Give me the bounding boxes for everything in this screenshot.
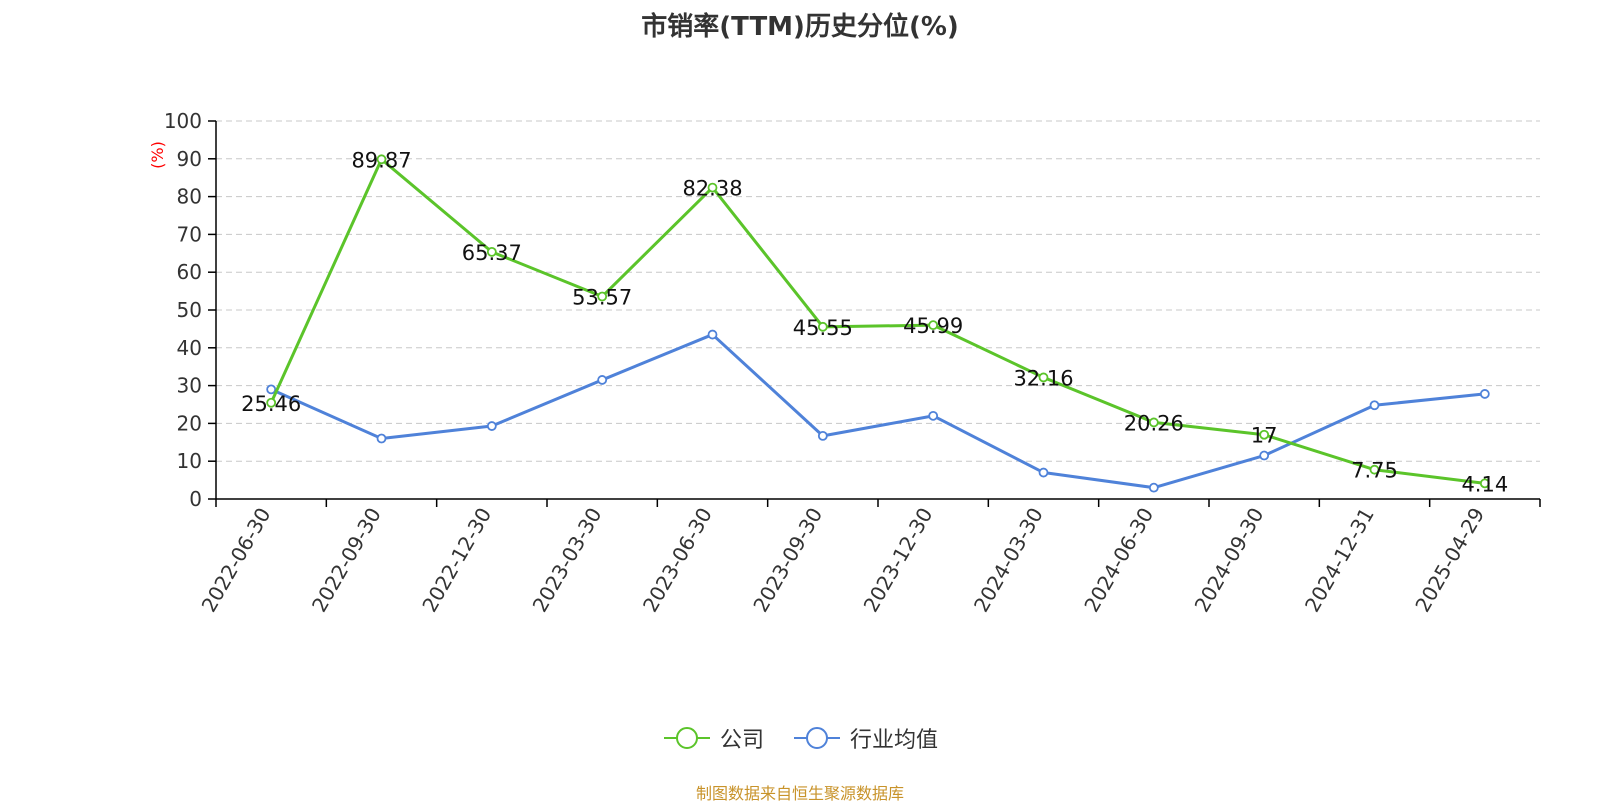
series-point-0: [1259, 429, 1270, 440]
data-label: 20.26: [1124, 411, 1184, 435]
y-tick-label: 90: [177, 147, 202, 171]
x-tick-label: 2023-09-30: [748, 504, 827, 617]
series-point-1: [928, 410, 939, 421]
y-tick-label: 30: [177, 374, 202, 398]
legend-marker-industry-icon: [794, 727, 840, 749]
data-label: 53.57: [572, 286, 632, 310]
data-label: 45.99: [903, 314, 963, 338]
data-label: 89.87: [351, 148, 411, 172]
series-point-0: [597, 291, 608, 302]
series-point-1: [1038, 467, 1049, 478]
data-label: 4.14: [1461, 472, 1508, 496]
series-point-0: [1369, 464, 1380, 475]
series-point-1: [1479, 389, 1490, 399]
legend-label-industry-avg: 行业均值: [850, 728, 939, 753]
series-point-1: [486, 421, 497, 431]
legend-marker-company-icon: [663, 727, 710, 749]
series-point-0: [707, 182, 718, 193]
y-axis-label: (%): [148, 141, 167, 169]
y-tick-label: 70: [177, 222, 202, 246]
series-point-0: [486, 247, 497, 257]
y-tick-label: 50: [177, 298, 202, 322]
series-line-1: [270, 333, 1485, 490]
x-tick-label: 2023-06-30: [638, 504, 717, 617]
legend-label-company: 公司: [719, 728, 764, 753]
series-point-1: [597, 375, 608, 385]
data-label: 32.16: [1013, 366, 1073, 390]
data-label: 82.38: [682, 177, 742, 201]
series-point-1: [1148, 482, 1159, 493]
y-tick-label: 60: [177, 260, 202, 284]
series-line-0: [269, 157, 1486, 485]
legend: 公司 行业均值: [0, 722, 1600, 754]
data-label: 17: [1251, 424, 1278, 448]
series-point-0: [817, 321, 828, 332]
y-tick-label: 10: [177, 449, 202, 473]
x-tick-label: 2024-06-30: [1079, 504, 1158, 617]
axes: 0 10 20 30 40 50 60 70 80 90 100 (%) 2022-06-30 2022-…: [148, 109, 1541, 617]
chart-title: 市销率(TTM)历史分位(%): [641, 12, 959, 42]
data-labels: 25.46 89.87 65.37 53.57 82.38 45.55 45.99 32.16…: [241, 148, 1508, 496]
series-layer: [266, 154, 1490, 493]
x-tick-label: 2023-03-30: [528, 504, 607, 617]
x-tick-label: 2022-12-30: [417, 504, 496, 617]
series-point-1: [707, 329, 718, 340]
x-tick-label: 2023-12-30: [859, 504, 938, 617]
x-tick-label: 2024-12-31: [1300, 504, 1379, 617]
data-label: 7.75: [1351, 459, 1398, 483]
data-label: 45.55: [793, 316, 853, 340]
legend-item-company[interactable]: 公司: [662, 722, 764, 754]
y-tick-label: 100: [164, 109, 202, 133]
series-point-0: [1148, 417, 1159, 428]
x-tick-label: 2025-04-29: [1410, 504, 1489, 617]
x-tick-label: 2024-03-30: [969, 504, 1048, 617]
y-tick-label: 20: [177, 411, 202, 435]
series-point-1: [376, 433, 387, 444]
grid-lines: [216, 120, 1540, 462]
data-label: 25.46: [241, 392, 301, 416]
series-point-0: [1038, 372, 1049, 383]
series-point-1: [817, 430, 828, 441]
x-tick-label: 2022-06-30: [197, 504, 276, 617]
legend-item-industry-avg[interactable]: 行业均值: [792, 722, 938, 754]
y-tick-label: 40: [177, 336, 202, 360]
y-tick-label: 0: [189, 487, 202, 511]
series-point-0: [266, 397, 277, 408]
data-source-note: 制图数据来自恒生聚源数据库: [695, 784, 904, 803]
series-point-1: [266, 384, 277, 395]
series-point-1: [1259, 450, 1270, 461]
x-tick-label: 2024-09-30: [1190, 504, 1269, 617]
x-tick-label: 2022-09-30: [307, 504, 386, 617]
series-point-1: [1369, 400, 1380, 411]
y-tick-label: 80: [177, 185, 202, 209]
series-point-0: [1479, 478, 1490, 489]
series-point-0: [928, 320, 939, 331]
data-label: 65.37: [462, 241, 522, 265]
series-point-0: [376, 154, 387, 165]
